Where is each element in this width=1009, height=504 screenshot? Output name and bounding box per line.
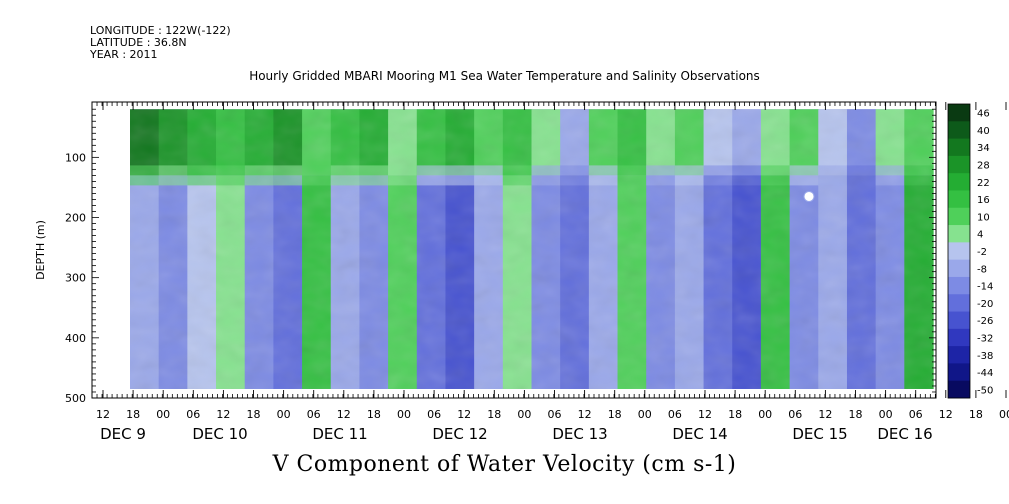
colorbar-label: -38 [977, 351, 993, 362]
x-tick-label: 06 [307, 408, 321, 421]
colorbar-cell [948, 328, 970, 347]
colorbar-cell [948, 380, 970, 399]
longitude-label: LONGITUDE : 122W(-122) [90, 24, 231, 37]
colorbar-cell [948, 190, 970, 209]
x-tick-label: 06 [427, 408, 441, 421]
chart-title: Hourly Gridded MBARI Mooring M1 Sea Wate… [249, 69, 760, 83]
y-axis-label: DEPTH (m) [34, 220, 47, 280]
x-day-label: DEC 11 [312, 425, 367, 443]
colorbar-cell [948, 121, 970, 139]
x-day-label: DEC 13 [552, 425, 607, 443]
x-tick-label: 00 [638, 408, 652, 421]
x-tick-label: 18 [969, 408, 983, 421]
colorbar-cell [948, 207, 970, 226]
colorbar-label: 4 [977, 230, 983, 241]
y-tick-label: 100 [65, 151, 86, 164]
x-axis-label: V Component of Water Velocity (cm s-1) [272, 452, 737, 477]
colorbar-label: -8 [977, 264, 987, 275]
year-label: YEAR : 2011 [90, 48, 158, 61]
x-day-label: DEC 12 [432, 425, 487, 443]
x-tick-label: 00 [397, 408, 411, 421]
colorbar-cell [948, 346, 970, 364]
colorbar-label: -32 [977, 333, 993, 344]
y-tick-label: 500 [65, 392, 86, 405]
x-tick-label: 06 [788, 408, 802, 421]
colorbar-label: 34 [977, 143, 990, 154]
colorbar-label: 46 [977, 109, 990, 120]
x-tick-label: 18 [728, 408, 742, 421]
y-tick-label: 200 [65, 212, 86, 225]
colorbar-cell [948, 242, 970, 261]
x-tick-label: 12 [578, 408, 592, 421]
colorbar-cell [948, 138, 970, 157]
x-day-label: DEC 14 [672, 425, 727, 443]
latitude-label: LATITUDE : 36.8N [90, 36, 187, 49]
x-tick-label: 06 [548, 408, 562, 421]
x-tick-label: 06 [668, 408, 682, 421]
x-tick-label: 00 [999, 408, 1009, 421]
x-tick-label: 06 [909, 408, 923, 421]
y-tick-label: 400 [65, 332, 86, 345]
colorbar: 46 40 34 28 22 16 10 4 -2 -8 -14 -20 -26 -32 -38 -44 -50 [947, 103, 993, 399]
x-tick-label: 18 [487, 408, 501, 421]
colorbar-label: -26 [977, 316, 993, 327]
colorbar-label: -44 [977, 368, 993, 379]
x-tick-label: 00 [156, 408, 170, 421]
colorbar-cell [948, 276, 970, 295]
colorbar-cell [948, 363, 970, 382]
x-tick-label: 12 [818, 408, 832, 421]
colorbar-label: 22 [977, 178, 990, 189]
colorbar-cell [948, 225, 970, 243]
x-tick-label: 12 [457, 408, 471, 421]
colorbar-frame [947, 103, 971, 399]
x-tick-label: 12 [698, 408, 712, 421]
colorbar-label: 40 [977, 126, 990, 137]
colorbar-cell [948, 104, 970, 122]
colorbar-cell [948, 173, 970, 191]
x-tick-label: 12 [216, 408, 230, 421]
colorbar-label: 28 [977, 161, 990, 172]
x-tick-label: 18 [849, 408, 863, 421]
x-tick-label: 12 [337, 408, 351, 421]
heatmap-texture [130, 109, 933, 389]
colorbar-label: 16 [977, 195, 990, 206]
colorbar-label: -14 [977, 282, 993, 293]
colorbar-label: -2 [977, 247, 987, 258]
colorbar-label: 10 [977, 212, 990, 223]
x-day-label: DEC 9 [100, 425, 146, 443]
x-tick-label: 00 [517, 408, 531, 421]
colorbar-label: -20 [977, 299, 993, 310]
x-tick-label: 00 [879, 408, 893, 421]
colorbar-label: -50 [977, 385, 993, 396]
x-day-label: DEC 10 [192, 425, 247, 443]
annotation-marker [803, 190, 815, 202]
colorbar-cell [948, 259, 970, 278]
x-tick-label: 18 [608, 408, 622, 421]
heatmap-field [130, 109, 934, 389]
x-tick-label: 06 [186, 408, 200, 421]
colorbar-cell [948, 311, 970, 330]
x-tick-label: 12 [939, 408, 953, 421]
x-tick-label: 00 [758, 408, 772, 421]
x-day-label: DEC 16 [877, 425, 932, 443]
x-tick-label: 12 [96, 408, 110, 421]
x-tick-label: 18 [126, 408, 140, 421]
x-day-label: DEC 15 [792, 425, 847, 443]
y-tick-label: 300 [65, 272, 86, 285]
x-tick-label: 18 [247, 408, 261, 421]
x-tick-label: 18 [367, 408, 381, 421]
colorbar-cell [948, 294, 970, 312]
colorbar-cell [948, 155, 970, 174]
x-tick-label: 00 [277, 408, 291, 421]
